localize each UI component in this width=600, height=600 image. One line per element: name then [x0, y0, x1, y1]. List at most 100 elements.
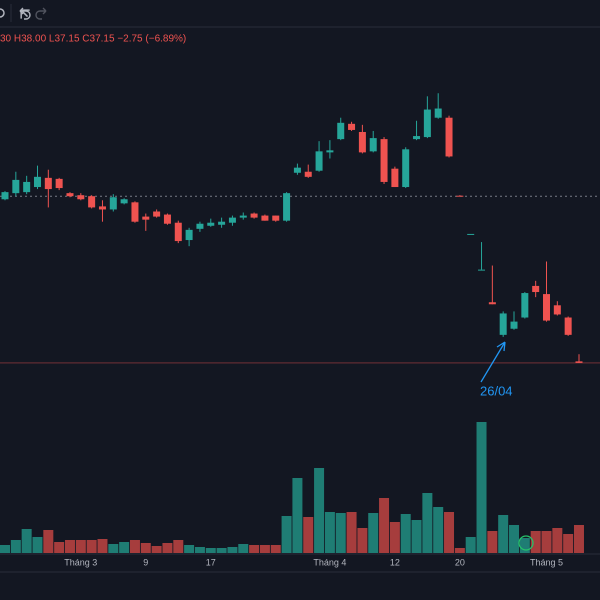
candle-body [348, 123, 356, 130]
time-axis [0, 555, 600, 600]
candle-body [174, 222, 182, 242]
volume-bar [335, 513, 346, 553]
candle-body [532, 285, 540, 293]
candle-body [77, 195, 85, 200]
ohlc-legend: 30 H38.00 L37.15 C37.15 −2.75 (−6.89%) [0, 34, 186, 45]
volume-bar [270, 545, 281, 553]
candle-body [131, 202, 139, 222]
candle-body [521, 293, 529, 318]
volume-bar [184, 545, 195, 553]
x-tick-label: 20 [455, 557, 465, 567]
candle-body [196, 223, 204, 229]
candle-body [207, 222, 215, 226]
x-tick-label: 12 [390, 557, 400, 567]
volume-bar [400, 514, 411, 553]
volume-bar [249, 545, 260, 553]
volume-bar [216, 548, 227, 553]
annotation-text: 26/04 [480, 383, 513, 398]
candle-body [467, 233, 475, 235]
x-tick-label: 9 [143, 557, 148, 567]
candle-body [66, 193, 74, 197]
plot: Tháng 3 9 17 Tháng 4 12 20 Tháng 5 [0, 93, 600, 567]
volume-bar [324, 512, 335, 553]
candle-body [445, 117, 453, 157]
x-tick-label: Tháng 3 [64, 557, 97, 567]
candle-body [510, 321, 518, 329]
candle-body [88, 196, 96, 208]
candle-body [304, 171, 312, 177]
candle-body [315, 151, 323, 171]
candle-body [55, 178, 63, 189]
volume-bar [64, 540, 75, 553]
volume-bar [573, 525, 584, 553]
candle-body [380, 139, 388, 182]
candle-body [98, 206, 106, 210]
candle-body [12, 179, 20, 194]
candle-body [337, 122, 345, 140]
redo-button[interactable] [35, 7, 47, 20]
toolbar-icon[interactable] [0, 8, 5, 18]
volume-bar [21, 529, 32, 553]
candle-body [163, 214, 171, 224]
volume-bar [43, 530, 54, 553]
volume-bar [303, 517, 314, 553]
volume-bar [563, 534, 574, 553]
volume-bar [75, 540, 86, 553]
volume-bar [389, 522, 400, 553]
volume-bar [0, 545, 10, 553]
volume-bar [151, 546, 162, 553]
volume-bar [86, 540, 97, 553]
volume-bar [444, 512, 455, 553]
candle-body [358, 131, 366, 153]
volume-bar [119, 542, 130, 553]
volume-bar [433, 507, 444, 553]
candle-body [413, 136, 421, 140]
candle-body [142, 216, 150, 220]
candle-body [553, 305, 561, 315]
candle-body [44, 177, 52, 190]
candle-body [1, 192, 9, 200]
volume-bar [357, 528, 368, 553]
volume-bar [422, 493, 433, 553]
volume-bar [281, 516, 292, 553]
volume-bar [238, 544, 249, 553]
candle-body [109, 197, 117, 210]
volume-bar [541, 531, 552, 553]
candle-body [564, 317, 572, 335]
volume-bar [227, 547, 238, 553]
volume-bar [454, 548, 465, 553]
candle-body [575, 361, 583, 363]
volume-bar [411, 520, 422, 553]
x-tick-label: 17 [206, 557, 216, 567]
candle-body [120, 199, 128, 204]
volume-bar [10, 540, 21, 553]
volume-bar [54, 542, 65, 553]
volume-bar [314, 468, 325, 553]
volume-bar [32, 537, 43, 553]
candle-body [434, 108, 442, 118]
volume-bar [140, 543, 151, 553]
volume-bar [476, 422, 487, 553]
volume-bar [346, 512, 357, 553]
x-tick-label: Tháng 5 [530, 557, 563, 567]
candle-body [185, 229, 193, 241]
candle-body [391, 168, 399, 188]
volume-bar [259, 545, 270, 553]
candle-body [499, 313, 507, 335]
undo-button[interactable] [19, 7, 31, 20]
candle-body [23, 181, 31, 193]
volume-bar [552, 528, 563, 553]
volume-bar [194, 547, 205, 553]
candle-body [478, 269, 486, 271]
volume-bar [530, 531, 541, 553]
volume-bar [498, 515, 509, 553]
volume-bar [129, 540, 140, 553]
annotation-arrow [480, 341, 506, 383]
candle-body [272, 215, 280, 221]
candle-body [153, 211, 161, 217]
volume-bar [97, 539, 108, 553]
indicator-icon[interactable] [518, 535, 534, 551]
candle-body [543, 294, 550, 321]
volume-bar [173, 540, 184, 553]
volume-bar [292, 478, 303, 553]
